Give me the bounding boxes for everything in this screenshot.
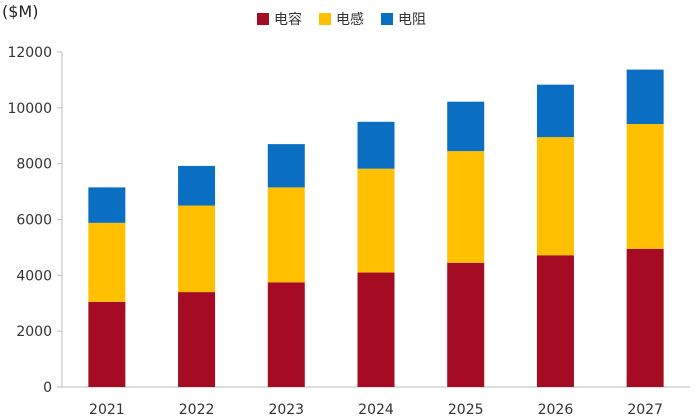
bar-segment-电容-2026 — [536, 255, 574, 387]
legend-label: 电容 — [274, 11, 302, 28]
bar-segment-电容-2025 — [447, 262, 485, 387]
bar-segment-电感-2025 — [447, 151, 485, 263]
x-tick-label: 2025 — [448, 402, 484, 418]
bar-segment-电感-2022 — [178, 205, 216, 293]
bar-segment-电感-2026 — [536, 137, 574, 256]
y-tick-label: 12000 — [7, 45, 52, 61]
legend: 电容 电感 电阻 — [257, 11, 426, 28]
x-tick-label: 2024 — [358, 402, 394, 418]
bar-segment-电感-2024 — [357, 168, 395, 273]
y-axis-ticks: 0 2000 4000 6000 8000 10000 12000 — [7, 45, 62, 396]
x-tick-label: 2021 — [89, 402, 125, 418]
y-tick-label: 4000 — [16, 268, 52, 284]
legend-label: 电阻 — [398, 12, 426, 28]
y-tick-label: 8000 — [16, 157, 52, 173]
legend-swatch — [319, 13, 331, 25]
bar-segment-电阻-2026 — [536, 84, 574, 138]
bar-segment-电感-2021 — [88, 222, 126, 302]
y-tick-label: 10000 — [7, 101, 52, 117]
y-tick-label: 0 — [43, 380, 52, 396]
bar-segment-电容-2023 — [267, 282, 305, 387]
bar-segment-电阻-2025 — [447, 101, 485, 152]
bar-segment-电容-2027 — [626, 248, 664, 387]
bar-segment-电容-2024 — [357, 272, 395, 387]
y-tick-label: 2000 — [16, 324, 52, 340]
x-tick-label: 2022 — [179, 402, 215, 418]
x-tick-label: 2023 — [268, 402, 304, 418]
bar-segment-电阻-2022 — [178, 165, 216, 206]
bar-segment-电容-2022 — [178, 292, 216, 387]
bar-segment-电感-2027 — [626, 124, 664, 249]
bars — [88, 69, 664, 387]
bar-segment-电阻-2023 — [267, 144, 305, 188]
y-unit-label: ($M) — [2, 2, 38, 21]
bar-segment-电感-2023 — [267, 187, 305, 283]
y-tick-label: 6000 — [16, 213, 52, 229]
legend-swatch — [381, 13, 393, 25]
x-tick-label: 2027 — [627, 402, 663, 418]
bar-segment-电阻-2027 — [626, 69, 664, 125]
x-axis-ticks: 2021 2022 2023 2024 2025 2026 2027 — [89, 402, 663, 418]
legend-swatch — [257, 13, 269, 25]
bar-segment-电容-2021 — [88, 301, 126, 387]
legend-label: 电感 — [336, 11, 364, 28]
bar-segment-电阻-2021 — [88, 187, 126, 223]
x-tick-label: 2026 — [538, 402, 574, 418]
bar-segment-电阻-2024 — [357, 121, 395, 169]
